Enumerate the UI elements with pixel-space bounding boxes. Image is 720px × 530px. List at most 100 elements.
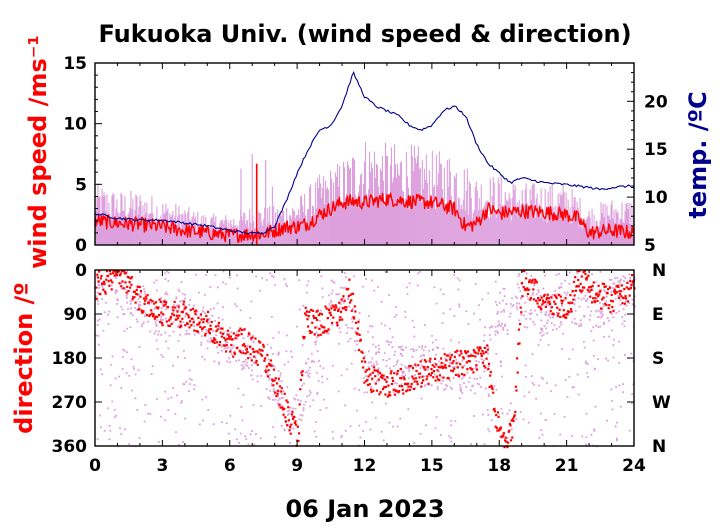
direction-mean-point xyxy=(117,270,120,273)
direction-scatter-point xyxy=(371,401,374,404)
direction-scatter-point xyxy=(531,382,534,384)
direction-scatter-point xyxy=(450,424,452,427)
direction-mean-point xyxy=(314,326,317,329)
direction-scatter-point xyxy=(143,315,146,317)
direction-scatter-point xyxy=(573,317,576,320)
direction-mean-point xyxy=(177,305,180,308)
direction-mean-point xyxy=(549,310,552,313)
direction-scatter-point xyxy=(237,387,240,390)
direction-scatter-point xyxy=(433,373,436,376)
direction-mean-point xyxy=(419,360,422,363)
direction-scatter-point xyxy=(309,405,312,408)
direction-scatter-point xyxy=(544,313,547,316)
direction-scatter-point xyxy=(413,442,416,444)
direction-scatter-point xyxy=(445,384,447,386)
direction-mean-point xyxy=(608,304,611,307)
direction-mean-point xyxy=(274,377,277,380)
direction-mean-point xyxy=(160,311,163,314)
direction-mean-point xyxy=(155,306,158,309)
direction-mean-point xyxy=(124,281,127,284)
direction-scatter-point xyxy=(527,421,530,424)
direction-scatter-point xyxy=(341,300,343,303)
direction-mean-point xyxy=(567,301,570,304)
direction-scatter-point xyxy=(338,327,341,329)
direction-mean-point xyxy=(578,270,581,273)
direction-mean-point xyxy=(250,337,253,340)
direction-scatter-point xyxy=(583,297,585,300)
direction-scatter-point xyxy=(449,379,451,382)
direction-mean-point xyxy=(119,272,122,275)
direction-scatter-point xyxy=(225,347,228,349)
direction-mean-point xyxy=(99,277,102,280)
direction-scatter-point xyxy=(292,427,295,430)
direction-scatter-point xyxy=(294,407,297,410)
direction-mean-point xyxy=(172,309,175,312)
direction-scatter-point xyxy=(478,304,480,307)
direction-mean-point xyxy=(505,440,508,443)
direction-mean-point xyxy=(593,301,597,304)
direction-mean-point xyxy=(251,336,254,339)
direction-mean-point xyxy=(208,328,211,331)
direction-scatter-point xyxy=(238,441,240,444)
direction-mean-point xyxy=(135,292,138,296)
direction-mean-point xyxy=(491,387,494,391)
direction-scatter-point xyxy=(612,282,614,285)
direction-mean-point xyxy=(129,286,132,289)
direction-mean-point xyxy=(171,312,174,315)
direction-mean-point xyxy=(494,425,497,428)
direction-scatter-point xyxy=(211,315,214,317)
direction-scatter-point xyxy=(326,332,328,335)
direction-scatter-point xyxy=(305,309,308,312)
direction-scatter-point xyxy=(283,428,286,431)
direction-scatter-point xyxy=(260,374,263,377)
direction-scatter-point xyxy=(591,273,593,275)
direction-scatter-point xyxy=(251,430,253,432)
direction-scatter-point xyxy=(244,435,247,438)
direction-scatter-point xyxy=(625,300,627,303)
direction-scatter-point xyxy=(167,347,170,350)
direction-scatter-point xyxy=(470,443,472,445)
direction-scatter-point xyxy=(203,358,206,361)
direction-scatter-point xyxy=(585,362,587,365)
direction-mean-point xyxy=(407,382,410,385)
direction-mean-point xyxy=(568,302,571,305)
direction-scatter-point xyxy=(619,405,622,408)
direction-scatter-point xyxy=(114,377,117,380)
direction-scatter-point xyxy=(552,316,554,319)
direction-scatter-point xyxy=(585,443,587,446)
direction-mean-point xyxy=(127,290,130,293)
direction-scatter-point xyxy=(313,361,315,363)
direction-scatter-point xyxy=(181,400,183,402)
direction-scatter-point xyxy=(286,285,288,288)
direction-scatter-point xyxy=(362,430,364,432)
direction-mean-point xyxy=(414,363,417,366)
direction-scatter-point xyxy=(454,420,457,423)
direction-mean-point xyxy=(544,305,547,308)
direction-scatter-point xyxy=(278,397,281,400)
direction-mean-point xyxy=(302,337,305,340)
direction-mean-point xyxy=(118,282,121,285)
direction-mean-point xyxy=(262,343,265,346)
direction-scatter-point xyxy=(135,308,138,311)
direction-scatter-point xyxy=(242,337,245,339)
direction-scatter-point xyxy=(226,346,229,349)
direction-scatter-point xyxy=(319,365,322,368)
direction-scatter-point xyxy=(162,300,164,303)
direction-mean-point xyxy=(140,309,143,312)
direction-scatter-point xyxy=(182,383,185,385)
direction-scatter-point xyxy=(128,443,131,445)
direction-scatter-point xyxy=(517,275,520,277)
direction-mean-point xyxy=(113,270,116,273)
direction-mean-point xyxy=(223,336,226,340)
direction-scatter-point xyxy=(442,347,445,350)
direction-mean-point xyxy=(596,299,599,302)
direction-scatter-point xyxy=(100,284,103,287)
direction-mean-point xyxy=(383,386,386,389)
direction-scatter-point xyxy=(375,360,378,363)
direction-scatter-point xyxy=(137,303,140,306)
direction-mean-point xyxy=(326,317,329,320)
direction-mean-point xyxy=(362,357,365,360)
direction-scatter-point xyxy=(449,386,452,389)
direction-scatter-point xyxy=(597,358,599,360)
direction-scatter-point xyxy=(629,282,632,285)
